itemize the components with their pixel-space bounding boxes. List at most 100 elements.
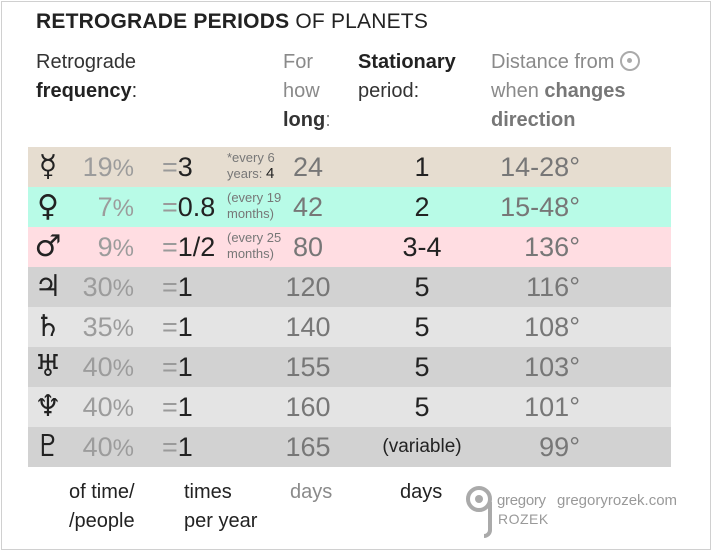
times-value: 1 (177, 352, 193, 382)
pct-sign: % (112, 235, 134, 262)
header-long-colon: : (325, 109, 331, 131)
distance-degrees: 103° (524, 352, 580, 382)
times-per-year: =1/2 (162, 227, 215, 267)
pct-number: 7 (97, 192, 113, 222)
stationary-days: 5 (414, 272, 430, 302)
times-value: 1 (177, 392, 193, 422)
mars-symbol-icon: ♂ (34, 229, 62, 264)
duration-days: 165 (285, 432, 331, 462)
footer-times: times per year (184, 478, 257, 536)
title-bold: RETROGRADE PERIODS (36, 10, 290, 33)
frequency-value: 40% (68, 347, 134, 389)
note-line2-text: months) (227, 246, 274, 261)
footer-pct-line2: /people (69, 510, 135, 532)
frequency-value: 40% (68, 427, 134, 469)
header-stationary: Stationary period: (358, 48, 456, 106)
site-link[interactable]: gregoryrozek.com (557, 492, 678, 509)
header-frequency-colon: : (131, 80, 138, 102)
header-distance-line1-text: Distance from (491, 51, 615, 73)
pct-sign: % (112, 195, 134, 222)
page-title: RETROGRADE PERIODS OF PLANETS (36, 10, 428, 34)
frequency-value: 30% (68, 267, 134, 309)
footer-times-line1: times (184, 481, 232, 503)
distance-degrees: 14-28° (500, 152, 580, 182)
frequency-value: 19% (68, 147, 134, 189)
duration-days: 80 (292, 232, 324, 262)
times-value: 1 (177, 432, 193, 462)
header-frequency-line2: frequency: (36, 77, 137, 106)
jupiter-symbol-icon: ♃ (34, 269, 62, 304)
times-value: 3 (177, 152, 193, 182)
eq-sign: = (162, 192, 178, 222)
pct-number: 19 (82, 152, 113, 182)
planet-row-mars: ♂ 9% =1/2 (every 25 months) 80 3-4 136° (28, 227, 671, 267)
logo-g-icon (466, 486, 492, 512)
times-value: 1/2 (177, 232, 216, 262)
footer-stat: days (400, 481, 443, 503)
stationary-days: 2 (414, 192, 430, 222)
eq-sign: = (162, 352, 178, 382)
header-distance-line2: when changes (491, 77, 640, 106)
times-note: *every 6 years: 4 (227, 150, 275, 182)
frequency-value: 7% (68, 187, 134, 229)
header-long-line1: For (283, 51, 313, 73)
note-line2-text: years: (227, 166, 267, 181)
mercury-symbol-icon: ☿ (38, 149, 58, 184)
note-line1: (every 19 (227, 190, 282, 205)
planet-row-mercury: ☿ 19% =3 *every 6 years: 4 24 1 14-28° (28, 147, 671, 187)
header-frequency-bold: frequency (36, 80, 132, 102)
note-line1: *every 6 (227, 150, 275, 165)
uranus-symbol-icon: ♅ (34, 349, 62, 384)
eq-sign: = (162, 312, 178, 342)
planet-row-venus: ♀ 7% =0.8 (every 19 months) 42 2 15-48° (28, 187, 671, 227)
frequency-value: 35% (68, 307, 134, 349)
stationary-days: (variable) (382, 436, 462, 457)
author-logo: gregory ROZEK (466, 486, 548, 542)
pct-sign: % (112, 155, 134, 182)
pct-number: 40 (82, 352, 113, 382)
header-distance-bold: changes (544, 80, 626, 102)
pct-number: 30 (82, 272, 113, 302)
header-frequency: Retrograde frequency: (36, 48, 137, 106)
pct-number: 40 (82, 392, 113, 422)
pct-number: 35 (82, 312, 113, 342)
stationary-days: 3-4 (402, 232, 442, 262)
distance-degrees: 15-48° (500, 192, 580, 222)
times-per-year: =1 (162, 427, 193, 467)
venus-symbol-icon: ♀ (37, 189, 59, 224)
times-per-year: =1 (162, 347, 193, 387)
stationary-days: 5 (414, 352, 430, 382)
logo-name1: gregory (497, 492, 546, 509)
duration-days: 120 (285, 272, 331, 302)
distance-degrees: 101° (524, 392, 580, 422)
times-note: (every 19 months) (227, 190, 281, 222)
distance-degrees: 116° (526, 272, 580, 302)
duration-days: 155 (285, 352, 331, 382)
pct-number: 9 (97, 232, 113, 262)
planet-row-neptune: ♆ 40% =1 160 5 101° (28, 387, 671, 427)
retrograde-table: ☿ 19% =3 *every 6 years: 4 24 1 14-28° ♀ 7% =0.8 (e… (28, 147, 671, 467)
duration-days: 140 (285, 312, 331, 342)
frequency-value: 40% (68, 387, 134, 429)
pct-sign: % (112, 395, 134, 422)
note-line2-text: months) (227, 206, 274, 221)
times-per-year: =1 (162, 267, 193, 307)
planet-row-saturn: ♄ 35% =1 140 5 108° (28, 307, 671, 347)
header-stationary-line2: period: (358, 80, 420, 102)
eq-sign: = (162, 432, 178, 462)
header-distance-bold2: direction (491, 109, 576, 131)
pct-number: 40 (82, 432, 113, 462)
distance-degrees: 136° (524, 232, 580, 262)
planet-row-pluto: ♇ 40% =1 165 (variable) 99° (28, 427, 671, 467)
header-long-line2: how (283, 80, 320, 102)
eq-sign: = (162, 392, 178, 422)
distance-degrees: 108° (524, 312, 580, 342)
header-long-bold: long (283, 109, 326, 131)
times-per-year: =0.8 (162, 187, 215, 227)
duration-days: 160 (285, 392, 331, 422)
eq-sign: = (162, 232, 178, 262)
stationary-days: 1 (414, 152, 430, 182)
distance-degrees: 99° (539, 432, 580, 462)
title-rest: OF PLANETS (295, 10, 429, 33)
